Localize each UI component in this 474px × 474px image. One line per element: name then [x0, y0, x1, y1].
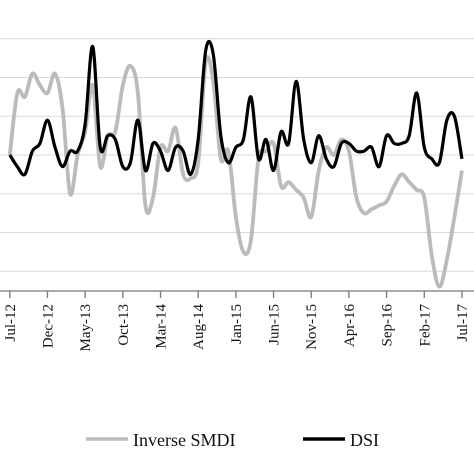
x-tick-label: Jan-15: [229, 304, 245, 344]
series-lines: [7, 40, 464, 289]
x-tick-label: Jun-15: [267, 304, 283, 345]
x-tick-label: Dec-12: [40, 304, 56, 348]
x-axis-ticks: [9, 291, 463, 298]
x-tick-label: May-13: [78, 304, 94, 352]
legend-label-dsi: DSI: [350, 430, 379, 450]
series-line-dsi: [8, 40, 464, 177]
x-tick-label: Jul-17: [455, 304, 471, 342]
x-tick-label: Jul-12: [3, 304, 19, 342]
legend-label-inverse-smdi: Inverse SMDI: [133, 430, 235, 450]
legend: Inverse SMDI DSI: [86, 430, 379, 450]
x-tick-label: Oct-13: [116, 304, 132, 346]
x-tick-label: Feb-17: [417, 304, 433, 347]
series-line-inverse-smdi: [7, 55, 464, 289]
x-tick-label: Mar-14: [154, 304, 170, 349]
x-tick-label: Apr-16: [342, 304, 358, 348]
x-tick-label: Sep-16: [380, 304, 396, 347]
x-tick-label: Nov-15: [304, 304, 320, 350]
x-tick-label: Aug-14: [191, 304, 207, 350]
grid-lines: [0, 38, 474, 272]
x-axis-tick-labels: Jul-12 Dec-12 May-13 Oct-13 Mar-14 Aug-14 Jan-…: [3, 304, 471, 352]
